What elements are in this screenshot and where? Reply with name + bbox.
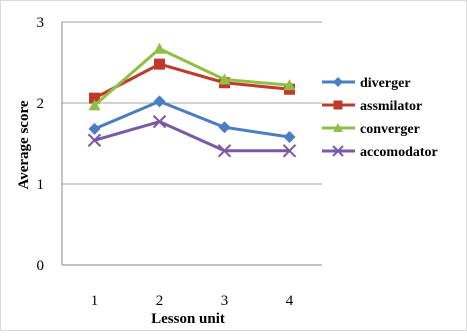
y-tick-label: 2 — [37, 96, 45, 112]
legend-item: diverger — [322, 76, 411, 91]
x-marker-stroke — [282, 144, 297, 158]
x-marker — [332, 145, 344, 157]
y-tick-label: 0 — [37, 258, 45, 274]
y-tick-labels: 0 1 2 3 — [37, 15, 45, 274]
series-line — [94, 120, 290, 153]
series-line — [93, 47, 290, 107]
triangle-marker — [218, 73, 231, 85]
x-tick-label: 2 — [156, 293, 164, 309]
x-marker-stroke — [217, 144, 232, 158]
series-accomodator — [87, 114, 297, 158]
x-tick-label: 3 — [221, 293, 229, 309]
legend-label: assmilator — [360, 99, 422, 114]
x-marker-stroke — [152, 114, 167, 129]
triangle-marker — [88, 99, 101, 111]
y-tick-label: 3 — [37, 15, 45, 31]
x-marker — [217, 144, 232, 158]
legend-label: diverger — [360, 76, 411, 91]
y-axis-title: Average score — [16, 100, 32, 189]
triangle-marker — [153, 42, 166, 54]
legend-item: assmilator — [322, 99, 422, 114]
legend-label: accomodator — [360, 145, 438, 160]
triangle-marker — [333, 123, 343, 132]
x-marker — [152, 114, 167, 129]
legend-item: converger — [322, 122, 420, 137]
diamond-marker — [153, 95, 166, 108]
diamond-marker — [218, 121, 231, 134]
square-marker — [333, 100, 343, 110]
x-tick-label: 4 — [286, 293, 294, 309]
diamond-marker — [283, 131, 296, 144]
series-lines — [87, 42, 297, 158]
square-marker — [154, 58, 165, 70]
legend-label: converger — [360, 122, 420, 137]
legend-item: accomodator — [322, 145, 438, 160]
diamond-marker — [88, 122, 101, 135]
x-marker-stroke — [332, 145, 344, 157]
triangle-marker — [283, 79, 296, 91]
legend: diverger assmilator converger accomodator — [322, 76, 438, 160]
square-marker — [89, 92, 100, 104]
x-marker — [87, 133, 102, 147]
x-marker-stroke — [87, 133, 102, 147]
series-line — [93, 62, 290, 100]
x-axis-title: Lesson unit — [151, 311, 225, 327]
x-tick-labels: 1 2 3 4 — [91, 293, 294, 309]
x-tick-label: 1 — [91, 293, 99, 309]
gridlines — [62, 21, 322, 185]
x-marker — [282, 144, 297, 158]
series-diverger — [88, 95, 296, 144]
y-tick-label: 1 — [37, 177, 45, 193]
diamond-marker — [333, 77, 343, 87]
series-converger — [88, 42, 296, 111]
series-line — [93, 99, 290, 139]
